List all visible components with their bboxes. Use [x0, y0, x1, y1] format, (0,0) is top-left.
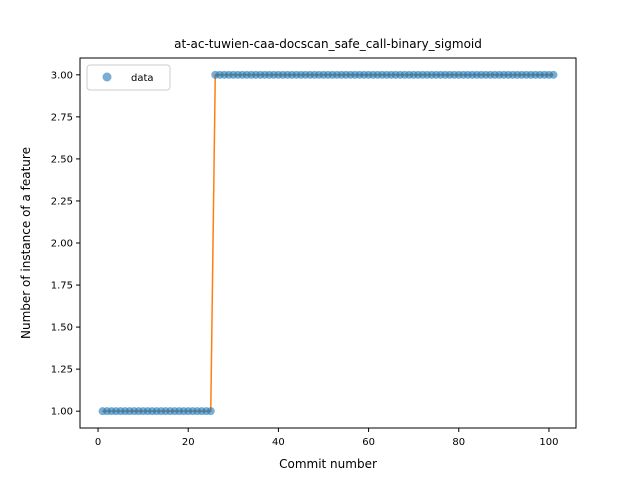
- x-tick-label: 20: [182, 437, 195, 448]
- y-tick-label: 2.25: [51, 196, 73, 207]
- y-tick-label: 2.75: [51, 112, 73, 123]
- x-tick-label: 60: [362, 437, 375, 448]
- y-tick-label: 1.00: [51, 407, 73, 418]
- y-tick-label: 3.00: [51, 70, 73, 81]
- x-tick-label: 100: [539, 437, 558, 448]
- x-axis-label: Commit number: [279, 457, 377, 471]
- data-point: [206, 407, 215, 416]
- y-axis: 1.00 1.25 1.50 1.75 2.00 2.25 2.50 2.75 3.00: [51, 70, 80, 418]
- y-tick-label: 2.00: [51, 239, 73, 250]
- legend-box: [86, 64, 171, 91]
- y-tick-label: 1.75: [51, 281, 73, 292]
- legend: data: [86, 64, 171, 91]
- plot-area: [98, 70, 558, 416]
- legend-label: data: [131, 73, 154, 84]
- y-tick-label: 2.50: [51, 154, 73, 165]
- x-tick-label: 80: [452, 437, 465, 448]
- data-points: [98, 70, 558, 416]
- x-axis: 0 20 40 60 80 100: [95, 428, 558, 448]
- x-tick-label: 40: [272, 437, 285, 448]
- data-point: [549, 70, 558, 79]
- x-tick-label: 0: [95, 437, 101, 448]
- y-tick-label: 1.25: [51, 365, 73, 376]
- y-tick-label: 1.50: [51, 323, 73, 334]
- chart-title: at-ac-tuwien-caa-docscan_safe_call-binar…: [174, 37, 482, 51]
- y-axis-label: Number of instance of a feature: [19, 147, 33, 339]
- legend-marker: [102, 72, 112, 82]
